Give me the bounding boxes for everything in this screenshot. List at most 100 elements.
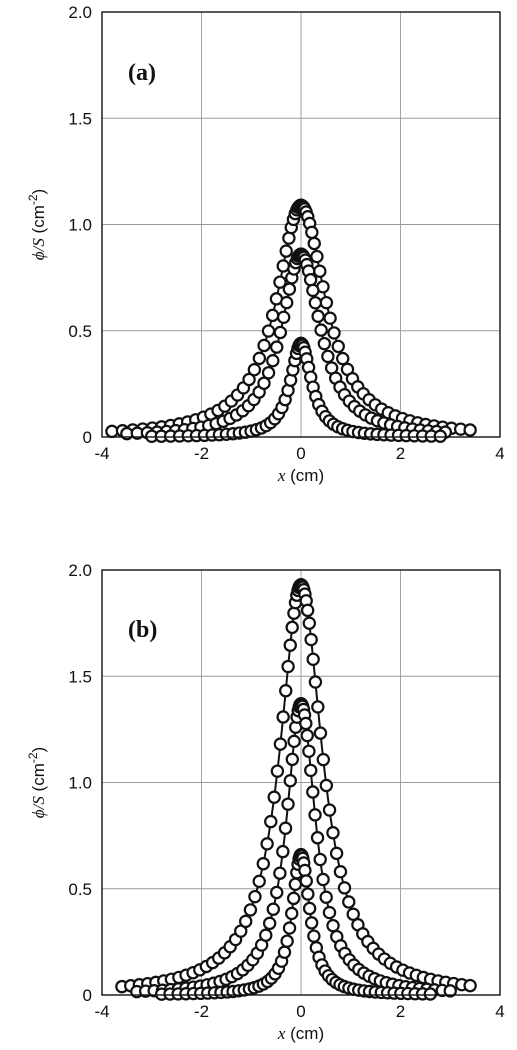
series-2-point (317, 336, 332, 351)
series-3-point (288, 877, 303, 891)
series-1-point (313, 264, 327, 278)
series-1-point (308, 675, 323, 689)
series-1-point (256, 857, 270, 871)
y-axis-variable: ϕ/S (29, 238, 48, 261)
series-1-point (265, 308, 280, 323)
y-tick-label: 1.5 (68, 667, 92, 686)
y-tick-label: 1.0 (68, 216, 92, 235)
series-2-point (281, 797, 295, 811)
series-1-point (316, 752, 330, 767)
panel-a: -4 -2 0 2 400.51.01.52.0x (cm)ϕ/S (cm-2)(a) (26, 3, 505, 485)
series-2-point (266, 353, 280, 368)
series-2-point (276, 844, 290, 859)
series-2-point (314, 323, 328, 337)
series-1-point (337, 881, 352, 895)
series-1-point (273, 737, 288, 751)
series-2-point (308, 296, 323, 310)
series-1-point (310, 249, 324, 264)
series-1-point (313, 726, 328, 740)
series-2-point (273, 325, 288, 340)
series-2-point (304, 763, 318, 778)
series-2-point (282, 282, 297, 296)
series-2-point (306, 785, 320, 799)
x-tick-label: -4 (94, 444, 109, 463)
y-tick-label: 2.0 (68, 561, 92, 580)
y-tick-label: 1.5 (68, 109, 92, 128)
series-1-point (279, 684, 293, 698)
series-1-point (287, 606, 301, 620)
y-axis-unit-exponent: -2 (26, 194, 40, 205)
x-tick-label: 2 (396, 444, 405, 463)
x-tick-label: 4 (495, 444, 504, 463)
x-tick-label: -2 (194, 1002, 209, 1021)
series-2-point (311, 309, 325, 323)
series-1-point (248, 889, 262, 904)
series-3-point (301, 887, 315, 901)
series-1-point (243, 903, 258, 917)
series-1-point (319, 295, 334, 310)
series-1-point (283, 638, 297, 652)
series-1-point (261, 324, 276, 338)
series-1-point (306, 652, 320, 667)
series-2-point (308, 808, 322, 822)
panel-label: (b) (128, 617, 157, 643)
series-1-point (319, 778, 334, 793)
series-1-point (336, 351, 350, 366)
series-1-point (264, 814, 278, 829)
series-1-point (331, 339, 345, 354)
series-1-point (304, 632, 318, 647)
series-1-point (463, 978, 477, 993)
series-1-point (281, 659, 295, 674)
panel-b: -4 -2 0 2 400.51.01.52.0x (cm)ϕ/S (cm-2)(b) (26, 561, 505, 1043)
series-1-point (307, 236, 321, 251)
series-2-point (326, 918, 340, 933)
y-axis-unit-exponent: -2 (26, 752, 40, 763)
series-1-point (238, 914, 253, 929)
series-2-point (300, 728, 314, 743)
series-1-point (285, 620, 299, 635)
x-axis-title: x (cm) (277, 1024, 324, 1043)
series-3-point (277, 945, 292, 959)
series-2-point (266, 902, 280, 916)
series-2-point (306, 283, 320, 298)
x-tick-label: 4 (495, 1002, 504, 1021)
x-tick-label: 2 (396, 1002, 405, 1021)
y-axis-unit: (cm (29, 205, 48, 238)
series-1-point (302, 616, 317, 630)
series-1-point (305, 225, 319, 240)
y-axis-unit-close: ) (29, 189, 48, 195)
series-1-point (323, 311, 337, 325)
series-2-point (270, 885, 284, 900)
series-1-point (300, 603, 315, 618)
series-2-point (285, 752, 300, 767)
y-axis-unit: (cm (29, 763, 48, 796)
y-tick-label: 2.0 (68, 3, 92, 22)
plot-frame (101, 11, 501, 438)
x-axis-unit: (cm) (285, 1024, 324, 1043)
panel-label: (a) (128, 60, 156, 86)
plot-frame (101, 569, 501, 996)
series-2-point (443, 984, 457, 998)
series-2-point (322, 905, 337, 920)
series-2-point (262, 916, 277, 931)
series-1-point (329, 846, 344, 861)
series-1-point (276, 259, 290, 273)
series-2-point (278, 821, 293, 835)
series-3-point (280, 934, 294, 948)
y-tick-label: 1.0 (68, 774, 92, 793)
y-axis-title: ϕ/S (cm-2) (26, 189, 48, 260)
y-tick-label: 0.5 (68, 880, 92, 899)
series-1-point (267, 790, 281, 804)
series-3-point (285, 906, 299, 921)
series-3-point (302, 901, 317, 916)
series-2-point (270, 340, 284, 354)
series-2-point (259, 928, 273, 942)
series-1-point (257, 338, 271, 353)
series-3-point (299, 874, 313, 888)
y-axis-variable: ϕ/S (29, 796, 48, 819)
series-1-point (322, 803, 337, 817)
series-1-point (333, 864, 348, 879)
series-3-point (304, 916, 319, 930)
series-3-point (286, 891, 301, 906)
